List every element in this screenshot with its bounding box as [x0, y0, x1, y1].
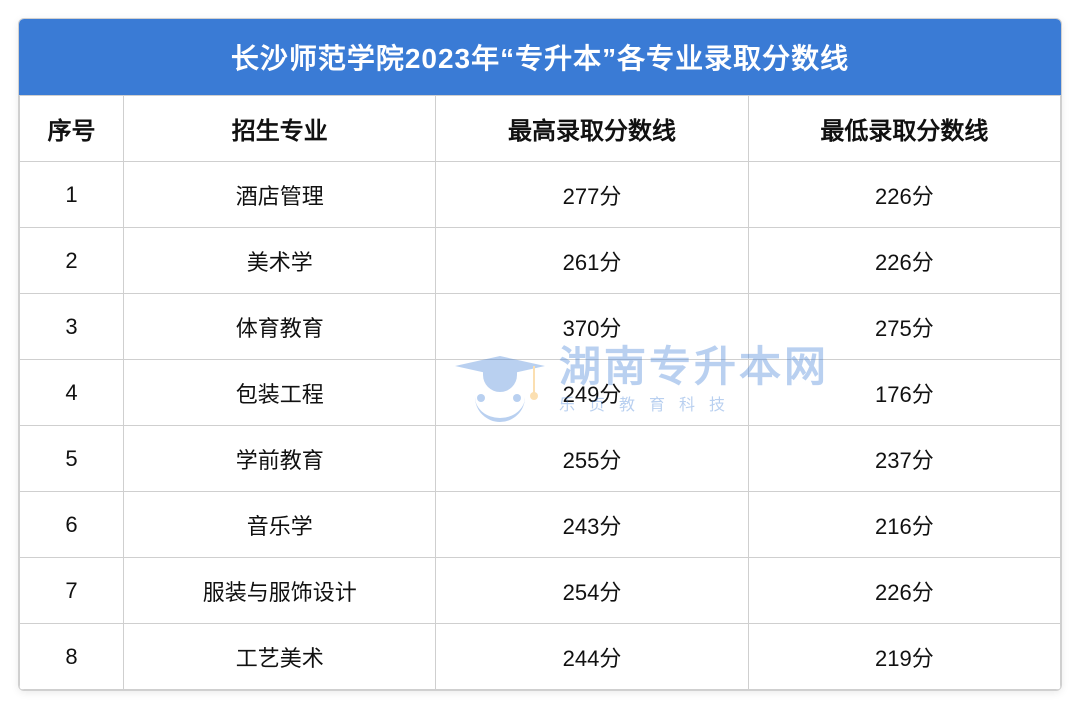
cell-index: 3: [20, 294, 124, 360]
cell-major: 酒店管理: [124, 162, 436, 228]
cell-max: 261分: [436, 228, 748, 294]
cell-major: 包装工程: [124, 360, 436, 426]
table-row: 2 美术学 261分 226分: [20, 228, 1061, 294]
cell-min: 219分: [748, 624, 1060, 690]
cell-major: 美术学: [124, 228, 436, 294]
table-row: 1 酒店管理 277分 226分: [20, 162, 1061, 228]
cell-major: 服装与服饰设计: [124, 558, 436, 624]
cell-index: 1: [20, 162, 124, 228]
table-row: 4 包装工程 249分 176分: [20, 360, 1061, 426]
cell-index: 8: [20, 624, 124, 690]
cell-major: 体育教育: [124, 294, 436, 360]
cell-min: 226分: [748, 228, 1060, 294]
cell-min: 216分: [748, 492, 1060, 558]
col-min-score: 最低录取分数线: [748, 96, 1060, 162]
score-table: 序号 招生专业 最高录取分数线 最低录取分数线 1 酒店管理 277分 226分…: [19, 95, 1061, 690]
table-header-row: 序号 招生专业 最高录取分数线 最低录取分数线: [20, 96, 1061, 162]
admission-score-table: 长沙师范学院2023年“专升本”各专业录取分数线 序号 招生专业 最高录取分数线…: [18, 18, 1062, 691]
col-major: 招生专业: [124, 96, 436, 162]
table-row: 6 音乐学 243分 216分: [20, 492, 1061, 558]
cell-major: 工艺美术: [124, 624, 436, 690]
cell-max: 277分: [436, 162, 748, 228]
col-index: 序号: [20, 96, 124, 162]
col-max-score: 最高录取分数线: [436, 96, 748, 162]
cell-major: 音乐学: [124, 492, 436, 558]
cell-max: 255分: [436, 426, 748, 492]
table-row: 7 服装与服饰设计 254分 226分: [20, 558, 1061, 624]
cell-min: 226分: [748, 558, 1060, 624]
cell-min: 275分: [748, 294, 1060, 360]
table-title: 长沙师范学院2023年“专升本”各专业录取分数线: [19, 19, 1061, 95]
cell-index: 5: [20, 426, 124, 492]
cell-index: 4: [20, 360, 124, 426]
cell-max: 243分: [436, 492, 748, 558]
cell-min: 176分: [748, 360, 1060, 426]
cell-max: 370分: [436, 294, 748, 360]
cell-min: 226分: [748, 162, 1060, 228]
cell-index: 6: [20, 492, 124, 558]
table-row: 8 工艺美术 244分 219分: [20, 624, 1061, 690]
cell-major: 学前教育: [124, 426, 436, 492]
cell-max: 249分: [436, 360, 748, 426]
cell-max: 254分: [436, 558, 748, 624]
table-row: 5 学前教育 255分 237分: [20, 426, 1061, 492]
cell-min: 237分: [748, 426, 1060, 492]
table-row: 3 体育教育 370分 275分: [20, 294, 1061, 360]
cell-index: 7: [20, 558, 124, 624]
cell-index: 2: [20, 228, 124, 294]
cell-max: 244分: [436, 624, 748, 690]
